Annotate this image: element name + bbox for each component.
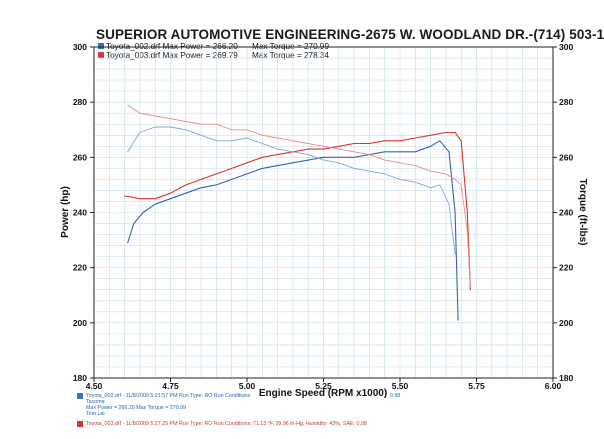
y2-tick-label: 280 xyxy=(559,97,573,107)
legend-file-run-2: Toyota_003.drf xyxy=(106,51,161,60)
y-tick-label: 240 xyxy=(73,208,87,218)
x-axis-label: Engine Speed (RPM x1000) xyxy=(259,388,387,399)
y2-axis-label: Torque (ft-lbs) xyxy=(577,178,588,245)
footer-run1-line3: Max Power = 266.20 Max Torque = 270.99 xyxy=(86,405,187,411)
chart-title: SUPERIOR AUTOMOTIVE ENGINEERING-2675 W. … xyxy=(96,27,604,42)
y-tick-label: 200 xyxy=(73,318,87,328)
y-tick-label: 180 xyxy=(73,373,87,383)
x-tick-label: 5.75 xyxy=(468,381,485,391)
footer-run1-line1: Toyota_002.drf - 11/8/2009 5:21:57 PM Ru… xyxy=(86,393,250,399)
footer-run1-line1-tail: 0.98 xyxy=(390,393,401,399)
y2-tick-label: 200 xyxy=(559,318,573,328)
y-tick-label: 280 xyxy=(73,97,87,107)
y2-tick-label: 180 xyxy=(559,373,573,383)
y2-tick-label: 240 xyxy=(559,208,573,218)
x-tick-label: 5.25 xyxy=(315,381,332,391)
footer-run2-line1: Toyota_003.drf - 11/8/2009 5:27:25 PM Ru… xyxy=(86,421,367,427)
y2-tick-label: 300 xyxy=(559,42,573,52)
series-2-power-line xyxy=(124,131,471,291)
footer-run1-line1-text: Toyota_002.drf - 11/8/2009 5:21:57 PM Ru… xyxy=(86,393,251,399)
x-tick-label: 4.50 xyxy=(86,381,103,391)
x-tick-label: 5.50 xyxy=(392,381,409,391)
legend-entry-run-2: Toyota_003.drf Max Power = 269.79 Max Tor… xyxy=(98,51,329,60)
legend-max-power-run-2: Max Power = 269.79 xyxy=(162,51,238,60)
series-3-torque-line xyxy=(127,126,456,255)
footer-run1-line4: Tom Lai xyxy=(86,411,105,417)
legend-max-torque-run-2: Max Torque = 278.34 xyxy=(252,51,330,60)
y2-tick-label: 220 xyxy=(559,263,573,273)
x-tick-label: 4.75 xyxy=(162,381,179,391)
footer-run1-line2: Tacoma xyxy=(86,399,105,405)
x-tick-label: 5.00 xyxy=(239,381,256,391)
x-tick-label: 6.00 xyxy=(545,381,562,391)
footer-swatch-run-2 xyxy=(77,421,83,427)
series-4-torque-line xyxy=(127,104,471,288)
y-tick-label: 220 xyxy=(73,263,87,273)
series-1-power-line xyxy=(127,140,459,321)
y2-tick-label: 260 xyxy=(559,152,573,162)
y-axis-label: Power (hp) xyxy=(60,186,71,238)
y-tick-label: 260 xyxy=(73,152,87,162)
legend-swatch-run-2 xyxy=(98,52,104,58)
y-tick-label: 300 xyxy=(73,42,87,52)
legend-swatch-run-1 xyxy=(98,43,104,49)
footer-swatch-run-1 xyxy=(77,393,83,399)
